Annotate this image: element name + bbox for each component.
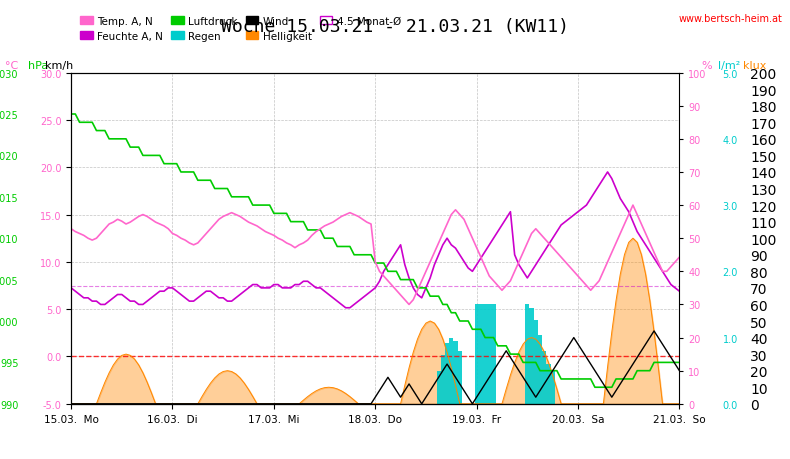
Text: °C: °C	[6, 61, 18, 71]
Text: klux: klux	[743, 61, 766, 71]
Bar	[475, 305, 479, 404]
Text: www.bertsch-heim.at: www.bertsch-heim.at	[679, 14, 782, 24]
Text: Woche 15.03.21 - 21.03.21 (KW11): Woche 15.03.21 - 21.03.21 (KW11)	[221, 18, 569, 36]
Bar	[483, 305, 487, 404]
Bar	[450, 338, 453, 404]
Bar	[437, 371, 441, 404]
Legend: Temp. A, N, Feuchte A, N, Luftdruck, Regen, Wind, Helligkeit, 4.5 Monat-Ø: Temp. A, N, Feuchte A, N, Luftdruck, Reg…	[77, 12, 405, 46]
Bar	[441, 355, 445, 404]
Text: l/m²: l/m²	[718, 61, 740, 71]
Bar	[529, 309, 534, 404]
Bar	[457, 351, 462, 404]
Bar	[445, 343, 450, 404]
Bar	[551, 370, 555, 404]
Bar	[491, 305, 495, 404]
Bar	[534, 320, 538, 404]
Bar	[547, 364, 551, 404]
Bar	[453, 341, 457, 404]
Bar	[487, 305, 491, 404]
Bar	[479, 305, 483, 404]
Text: hPa: hPa	[28, 61, 48, 71]
Bar	[542, 352, 547, 404]
Text: %: %	[702, 61, 713, 71]
Bar	[538, 336, 542, 404]
Text: km/h: km/h	[45, 61, 73, 71]
Bar	[525, 305, 529, 404]
